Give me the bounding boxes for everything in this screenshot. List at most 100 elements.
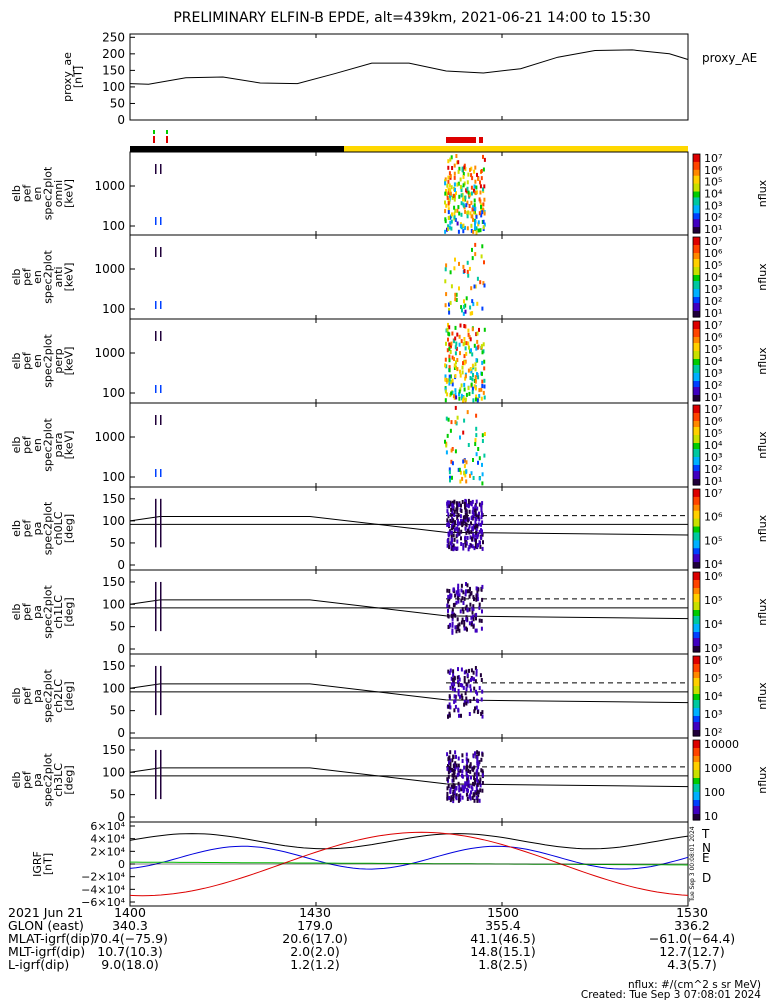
- spectrogram-pixel: [481, 210, 484, 215]
- colorbar-segment: [693, 590, 700, 593]
- spectrogram-pixel: [474, 628, 477, 633]
- spectrogram-pixel: [449, 475, 451, 480]
- colorbar-segment: [693, 269, 700, 272]
- spectrogram-pixel: [463, 676, 466, 680]
- spectrogram-pixel: [444, 374, 447, 379]
- colorbar-segment: [693, 415, 700, 418]
- spectrogram-pixel: [462, 546, 465, 551]
- spectrogram-pixel: [476, 750, 479, 755]
- colorbar-segment: [693, 748, 700, 751]
- colorbar: [693, 572, 700, 653]
- y-tick-label: 100: [102, 302, 125, 316]
- spectrogram-pixel: [474, 219, 477, 224]
- colorbar-segment: [693, 794, 700, 797]
- spectrogram-pixel: [454, 625, 457, 630]
- colorbar-segment: [693, 195, 700, 199]
- spectrogram-pixel: [463, 702, 466, 707]
- spectrogram-pixel: [481, 710, 484, 715]
- spectrogram-pixel: [451, 773, 454, 778]
- colorbar-segment: [693, 682, 700, 685]
- spectrogram-pixel: [479, 184, 482, 189]
- spectrogram-pixel: [480, 387, 483, 392]
- spectrogram-pixel: [472, 205, 475, 210]
- spectrogram-pixel: [453, 205, 456, 210]
- panel-ylabel-line: spec2plot: [41, 669, 54, 723]
- colorbar-segment: [693, 279, 700, 282]
- footer-time-row: 2021 Jun 21 1400 1430 1500 1530: [0, 906, 775, 919]
- colorbar-tick-label: 10²: [704, 295, 722, 308]
- spectrogram-pixel: [475, 689, 477, 694]
- colorbar-segment: [693, 265, 700, 268]
- spectrogram-pixel: [454, 345, 457, 350]
- spectrogram-pixel: [465, 696, 468, 701]
- spectrogram-pixel: [470, 622, 473, 627]
- spectrogram-pixel: [463, 623, 466, 628]
- spectrogram-pixel: [483, 211, 486, 216]
- spectrogram-pixel: [451, 331, 454, 336]
- spectrogram-pixel: [483, 157, 486, 162]
- spectrogram-pixel: [467, 504, 470, 509]
- igrf-total-line: [129, 833, 689, 850]
- spectrogram-pixel: [481, 379, 484, 384]
- spectrogram-pixel: [448, 670, 451, 675]
- colorbar-segment: [693, 624, 700, 627]
- colorbar-segment: [693, 251, 700, 254]
- spectrogram-pixel: [460, 521, 463, 526]
- spectrogram-pixel: [457, 205, 460, 210]
- spectrogram-pixel: [480, 626, 483, 631]
- colorbar-segment: [693, 173, 700, 177]
- spectrogram-pixel: [451, 609, 454, 614]
- spectrogram-pixel: [453, 175, 456, 180]
- panel-ylabel-line: [keV]: [62, 263, 75, 292]
- spectrogram-pixel: [463, 765, 466, 770]
- colorbar-tick-label: 10¹: [704, 307, 722, 320]
- spectrogram-pixel: [474, 225, 477, 230]
- colorbar-segment: [693, 802, 700, 805]
- spectrogram-pixel: [454, 750, 457, 755]
- spectrogram-pixel: [448, 470, 451, 475]
- igrf-legend-n: N: [702, 841, 711, 855]
- colorbar-segment: [693, 469, 700, 472]
- spectrogram-pixel: [457, 583, 460, 588]
- spectrogram-pixel: [452, 193, 455, 198]
- spectrogram-pixel: [452, 782, 455, 787]
- colorbar-segment: [693, 255, 700, 258]
- spectrogram-pixel: [476, 798, 479, 803]
- spectrogram-pixel: [462, 398, 464, 403]
- spectrogram-pixel: [454, 208, 457, 213]
- spectrogram-pixel: [458, 211, 461, 216]
- spectrogram-pixel: [473, 384, 476, 389]
- spectrogram-pixel: [483, 359, 486, 364]
- colorbar-segment: [693, 307, 700, 310]
- spectrogram-pixel: [461, 617, 464, 622]
- colorbar-tick-label: 10³: [704, 199, 722, 212]
- panel-ylabel-line: pef: [20, 267, 33, 286]
- spectrogram-pixel: [457, 589, 460, 594]
- colorbar-tick-label: 10⁶: [704, 570, 723, 583]
- spectrogram-pixel: [444, 279, 447, 284]
- spectrogram-pixel: [472, 607, 475, 612]
- spectrogram-pixel: [160, 581, 162, 632]
- colorbar-segment: [693, 449, 700, 452]
- colorbar-tick-label: 10⁷: [704, 403, 722, 416]
- spectrogram-pixel: [475, 795, 478, 800]
- colorbar-tick-label: 10⁵: [704, 343, 722, 356]
- spectrogram-pixel: [483, 378, 486, 383]
- spectrogram-pixel: [464, 535, 467, 540]
- spectrogram-pixel: [463, 269, 466, 273]
- spectrogram-pixel: [448, 796, 451, 800]
- colorbar-segment: [693, 203, 700, 206]
- spectrogram-pixel: [455, 154, 458, 158]
- footer-mlat-value: 41.1(46.5): [470, 931, 536, 946]
- colorbar: [693, 154, 700, 234]
- spectrogram-pixel: [449, 428, 452, 433]
- spectrogram-pixel: [450, 341, 453, 346]
- spectrogram-pixel: [458, 677, 461, 682]
- spectrogram-pixel: [450, 155, 453, 160]
- spectrogram-pixel: [474, 511, 477, 516]
- spectrogram-pixel: [449, 220, 452, 225]
- spectrogram-pixel: [469, 473, 471, 478]
- colorbar-segment: [693, 562, 700, 565]
- colorbar-segment: [693, 582, 700, 585]
